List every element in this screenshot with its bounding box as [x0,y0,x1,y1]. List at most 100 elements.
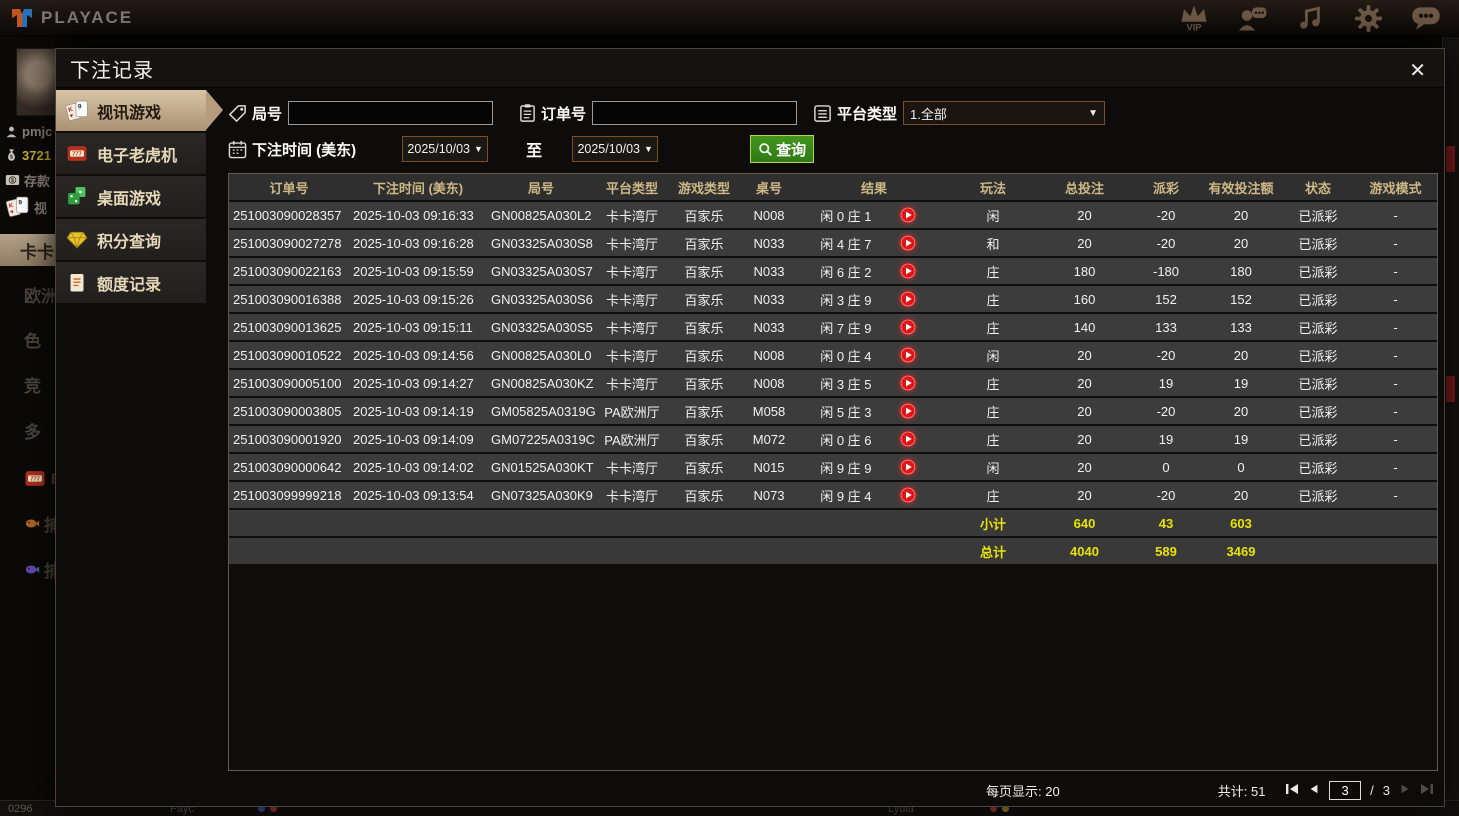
table-row: 251003090010522 2025-10-03 09:14:56 GN0082… [229,342,1437,368]
round-no-input[interactable] [288,101,494,125]
tab-1[interactable]: 777 电子老虎机 [56,133,206,174]
replay-play-icon[interactable] [900,207,916,223]
first-page-icon[interactable] [1285,783,1299,798]
total-bet: 160 [1037,286,1132,312]
result: 闲 3 庄 5 [799,370,949,396]
valid-bet: 180 [1200,258,1282,284]
background-menu-label: 存款 [24,173,51,189]
music-icon[interactable] [1293,3,1327,33]
payout: -20 [1132,202,1200,228]
svg-text:9: 9 [18,199,22,206]
grand-total-total-bet: 4040 [1037,538,1132,564]
tab-3[interactable]: 积分查询 [56,219,206,260]
date-to-value: 2025/10/03 [577,142,640,156]
tab-4[interactable]: 额度记录 [56,262,206,303]
background-thumb [1446,376,1455,402]
subtotal-payout: 43 [1132,510,1200,536]
platform-type: PA欧洲厅 [595,398,669,424]
clipboard-icon [519,103,536,123]
replay-play-icon[interactable] [900,403,916,419]
game-mode: - [1354,454,1437,480]
vip-crown-icon[interactable]: VIP [1177,3,1211,33]
result-text: 闲 3 庄 5 [820,376,872,392]
bet-time: 2025-10-03 09:14:09 [349,426,487,452]
table-no: N008 [739,342,799,368]
empty-cell [487,510,595,536]
dialog-title: 下注记录 [70,59,154,82]
game-type: 百家乐 [669,426,739,452]
column-header: 结果 [799,174,949,200]
status-badge: 已派彩 [1282,342,1354,368]
payout: 19 [1132,370,1200,396]
replay-play-icon[interactable] [900,487,916,503]
per-page-text: 每页显示: 20 [986,783,1060,799]
empty-cell [229,510,349,536]
last-page-icon[interactable] [1420,783,1434,798]
settings-gear-icon[interactable] [1351,3,1385,33]
platform-type-select[interactable]: 1.全部 ▼ [903,101,1106,125]
diamond-icon [65,229,89,251]
column-header: 总投注 [1037,174,1132,200]
table-row: 251003090001920 2025-10-03 09:14:09 GM0722… [229,426,1437,452]
close-icon[interactable]: ✕ [1409,60,1426,82]
prev-page-icon[interactable] [1308,783,1320,798]
replay-play-icon[interactable] [900,347,916,363]
game-type: 百家乐 [669,230,739,256]
chat-bubble-icon[interactable] [1409,3,1443,33]
replay-play-icon[interactable] [900,431,916,447]
replay-play-icon[interactable] [900,319,916,335]
total-bet: 20 [1037,230,1132,256]
background-menu-label: 3721 [22,147,51,163]
round-no: GN01525A030KT [487,454,595,480]
empty-cell [669,538,739,564]
result: 闲 4 庄 7 [799,230,949,256]
date-from-picker[interactable]: 2025/10/03 ▼ [402,136,489,162]
search-button[interactable]: 查询 [750,135,815,163]
bet-records-dialog: 下注记录 ✕ K ♥ 9 视讯游戏 777 电子老虎机 桌面游戏 积分查询 额度记录 局号 订单… [55,48,1445,807]
background-menu-label: 卡卡 [20,242,54,262]
replay-play-icon[interactable] [900,375,916,391]
play-type: 闲 [949,342,1037,368]
replay-play-icon[interactable] [900,235,916,251]
play-type: 庄 [949,370,1037,396]
table-row: 251003090000642 2025-10-03 09:14:02 GN0152… [229,454,1437,480]
grand-total-valid-bet: 3469 [1200,538,1282,564]
table-no: N033 [739,230,799,256]
valid-bet: 19 [1200,370,1282,396]
total-bet: 20 [1037,454,1132,480]
date-to-picker[interactable]: 2025/10/03 ▼ [572,136,659,162]
chevron-down-icon: ▼ [644,144,653,154]
slots-icon: 777 [65,143,89,165]
valid-bet: 133 [1200,314,1282,340]
background-menu-label: 色 [24,331,41,351]
play-type: 庄 [949,286,1037,312]
tab-2[interactable]: 桌面游戏 [56,176,206,217]
round-no: GN03325A030S7 [487,258,595,284]
game-type: 百家乐 [669,258,739,284]
total-bet: 180 [1037,258,1132,284]
game-mode: - [1354,342,1437,368]
subtotal-total-bet: 640 [1037,510,1132,536]
game-mode: - [1354,482,1437,508]
order-no-input[interactable] [592,101,798,125]
result: 闲 7 庄 9 [799,314,949,340]
replay-play-icon[interactable] [900,263,916,279]
replay-play-icon[interactable] [900,291,916,307]
replay-play-icon[interactable] [900,459,916,475]
next-page-icon[interactable] [1399,783,1411,798]
customer-service-icon[interactable] [1235,3,1269,33]
background-menu-label: pmjc [22,123,53,139]
result: 闲 9 庄 4 [799,482,949,508]
page-number-input[interactable]: 3 [1329,780,1362,800]
background-menu-label: 欧洲 [24,286,55,306]
bet-time: 2025-10-03 09:16:33 [349,202,487,228]
grand-total-payout: 589 [1132,538,1200,564]
filter-row-1: 局号 订单号 平台类型 1.全部 ▼ [228,99,1106,127]
tab-0[interactable]: K ♥ 9 视讯游戏 [56,90,223,131]
background-menu-label: 视 [34,200,48,216]
total-pages: 3 [1382,782,1390,798]
empty-cell [1354,510,1437,536]
fish-icon [24,517,40,530]
background-menu-item: 捕 [0,556,55,582]
play-type: 和 [949,230,1037,256]
